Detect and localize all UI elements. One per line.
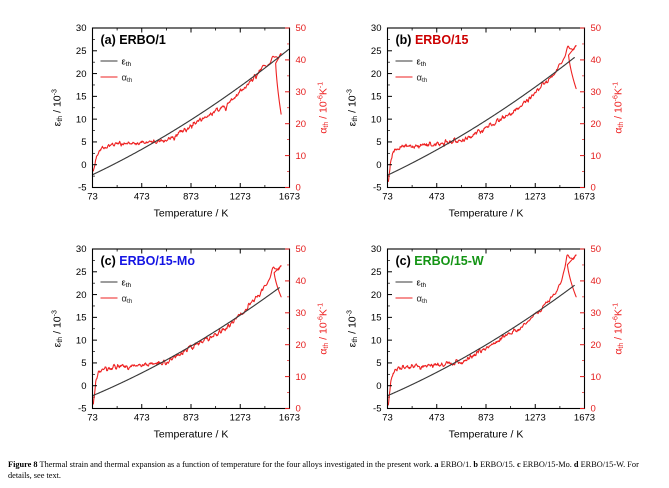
svg-text:0: 0 xyxy=(591,403,596,414)
svg-text:1273: 1273 xyxy=(230,412,251,423)
svg-text:15: 15 xyxy=(76,312,87,323)
svg-text:30: 30 xyxy=(591,87,602,98)
svg-text:30: 30 xyxy=(591,308,602,319)
svg-text:εth / 10-3: εth / 10-3 xyxy=(52,89,65,126)
svg-text:αth: αth xyxy=(122,293,133,305)
svg-text:30: 30 xyxy=(76,244,87,255)
svg-text:10: 10 xyxy=(371,335,382,346)
svg-text:25: 25 xyxy=(371,267,382,278)
svg-text:40: 40 xyxy=(591,276,602,287)
svg-text:473: 473 xyxy=(134,412,150,423)
svg-text:(c) ERBO/15-Mo: (c) ERBO/15-Mo xyxy=(101,254,196,268)
svg-text:873: 873 xyxy=(478,192,494,203)
svg-text:25: 25 xyxy=(76,267,87,278)
svg-text:20: 20 xyxy=(371,289,382,300)
svg-text:5: 5 xyxy=(376,358,381,369)
svg-text:αth: αth xyxy=(417,293,428,305)
svg-text:5: 5 xyxy=(376,137,381,148)
svg-text:αth: αth xyxy=(417,72,428,84)
svg-text:0: 0 xyxy=(81,160,86,171)
svg-text:0: 0 xyxy=(376,381,381,392)
svg-text:473: 473 xyxy=(429,412,445,423)
svg-text:20: 20 xyxy=(591,119,602,130)
svg-text:40: 40 xyxy=(591,55,602,66)
svg-text:-5: -5 xyxy=(78,183,86,194)
svg-text:0: 0 xyxy=(591,183,596,194)
svg-text:5: 5 xyxy=(81,358,86,369)
svg-text:Temperature / K: Temperature / K xyxy=(154,208,229,220)
svg-text:αth: αth xyxy=(122,72,133,84)
svg-text:αth / 10-6K-1: αth / 10-6K-1 xyxy=(613,302,626,354)
svg-text:-5: -5 xyxy=(78,403,86,414)
svg-text:10: 10 xyxy=(371,114,382,125)
svg-text:50: 50 xyxy=(591,23,602,34)
svg-text:10: 10 xyxy=(76,335,87,346)
svg-text:Temperature / K: Temperature / K xyxy=(449,428,524,440)
svg-text:30: 30 xyxy=(76,23,87,34)
svg-text:20: 20 xyxy=(371,69,382,80)
svg-text:(b) ERBO/15: (b) ERBO/15 xyxy=(396,33,469,47)
svg-text:73: 73 xyxy=(382,192,393,203)
svg-text:20: 20 xyxy=(76,69,87,80)
svg-text:εth: εth xyxy=(122,56,132,68)
svg-text:73: 73 xyxy=(382,412,393,423)
svg-text:(c) ERBO/15-W: (c) ERBO/15-W xyxy=(396,254,484,268)
svg-text:873: 873 xyxy=(478,412,494,423)
svg-text:Temperature / K: Temperature / K xyxy=(449,208,524,220)
svg-text:73: 73 xyxy=(87,192,98,203)
svg-text:εth / 10-3: εth / 10-3 xyxy=(52,310,65,347)
svg-text:1273: 1273 xyxy=(525,192,546,203)
svg-text:25: 25 xyxy=(76,46,87,57)
svg-text:15: 15 xyxy=(76,92,87,103)
svg-text:20: 20 xyxy=(76,289,87,300)
svg-text:10: 10 xyxy=(76,114,87,125)
svg-text:αth / 10-6K-1: αth / 10-6K-1 xyxy=(613,82,626,134)
svg-text:(a) ERBO/1: (a) ERBO/1 xyxy=(101,33,166,47)
svg-text:5: 5 xyxy=(81,137,86,148)
svg-text:εth: εth xyxy=(122,277,132,289)
svg-text:473: 473 xyxy=(429,192,445,203)
svg-text:0: 0 xyxy=(376,160,381,171)
svg-text:0: 0 xyxy=(81,381,86,392)
svg-text:10: 10 xyxy=(591,151,602,162)
svg-text:473: 473 xyxy=(134,192,150,203)
svg-text:30: 30 xyxy=(371,23,382,34)
svg-text:873: 873 xyxy=(183,412,199,423)
svg-text:50: 50 xyxy=(591,244,602,255)
svg-text:εth / 10-3: εth / 10-3 xyxy=(347,310,360,347)
svg-text:15: 15 xyxy=(371,312,382,323)
svg-text:15: 15 xyxy=(371,92,382,103)
svg-text:1273: 1273 xyxy=(525,412,546,423)
svg-text:25: 25 xyxy=(371,46,382,57)
svg-text:εth: εth xyxy=(417,56,427,68)
svg-text:-5: -5 xyxy=(373,403,381,414)
svg-text:20: 20 xyxy=(591,340,602,351)
svg-text:Temperature / K: Temperature / K xyxy=(154,428,229,440)
svg-text:εth: εth xyxy=(417,277,427,289)
svg-text:873: 873 xyxy=(183,192,199,203)
svg-text:1273: 1273 xyxy=(230,192,251,203)
svg-text:30: 30 xyxy=(371,244,382,255)
svg-text:10: 10 xyxy=(591,371,602,382)
svg-text:-5: -5 xyxy=(373,183,381,194)
svg-text:εth / 10-3: εth / 10-3 xyxy=(347,89,360,126)
svg-text:73: 73 xyxy=(87,412,98,423)
